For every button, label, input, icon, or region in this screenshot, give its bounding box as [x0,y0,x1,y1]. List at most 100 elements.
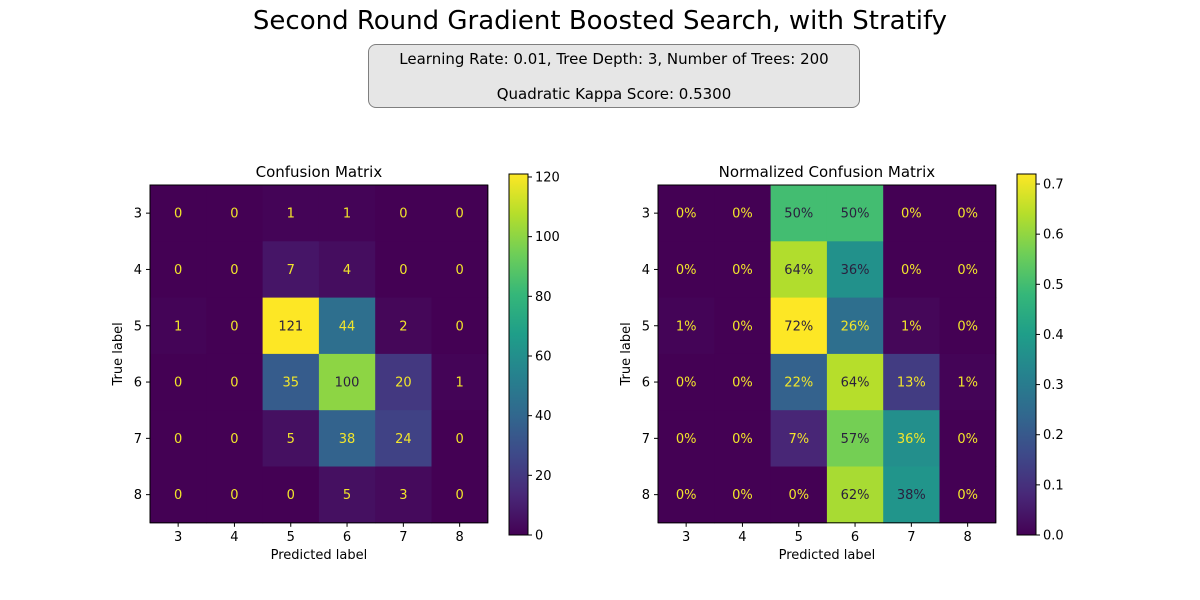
heatmap-cell [714,410,772,467]
x-tick-label: 5 [287,530,295,545]
heatmap-cell [883,297,940,355]
y-tick-label: 5 [134,319,142,334]
x-tick-label: 6 [343,530,351,545]
heatmap-cell [714,297,772,355]
cell-value-label: 4 [343,263,351,278]
cell-value-label: 0 [230,488,238,503]
heatmap-cell [206,410,264,467]
cell-value-label: 64% [784,263,813,278]
heatmap-cell [939,297,997,355]
cell-value-label: 0 [456,263,464,278]
heatmap-cell [375,410,432,467]
y-tick-label: 6 [134,376,142,391]
cell-value-label: 0 [230,263,238,278]
heatmap-cell [262,466,320,524]
heatmap-cell [939,410,997,467]
cell-value-label: 0 [230,207,238,222]
cell-value-label: 26% [841,319,870,334]
heatmap-cell [939,353,997,411]
heatmap-cell [770,466,828,524]
y-tick-label: 5 [642,319,650,334]
cell-value-label: 0 [230,376,238,391]
info-box: Learning Rate: 0.01, Tree Depth: 3, Numb… [368,44,860,108]
heatmap-cell [658,297,715,355]
cell-value-label: 0% [957,207,978,222]
figure-title: Second Round Gradient Boosted Search, wi… [252,6,948,36]
cell-value-label: 2 [399,319,407,334]
cell-value-label: 0 [399,263,407,278]
cell-value-label: 0% [901,207,922,222]
heatmap-cell [318,241,376,299]
x-tick-label: 4 [230,530,238,545]
heatmap-cell [431,353,489,411]
y-tick-label: 7 [642,432,650,447]
heatmap-cell [883,353,940,411]
cell-value-label: 72% [784,319,813,334]
cell-value-label: 1% [676,319,697,334]
heatmap-cell [431,466,489,524]
heatmap-cell [826,466,884,524]
y-tick-label: 3 [134,207,142,222]
x-axis-label: Predicted label [271,548,368,563]
cell-value-label: 0 [174,376,182,391]
x-tick-label: 3 [174,530,182,545]
heatmap-cell [318,410,376,467]
cell-value-label: 0% [676,263,697,278]
chart-title: Normalized Confusion Matrix [719,163,936,181]
x-tick-label: 3 [682,530,690,545]
cell-value-label: 0% [901,263,922,278]
y-tick-label: 8 [642,488,650,503]
cell-value-label: 0 [174,488,182,503]
cell-value-label: 62% [841,488,870,503]
cell-value-label: 0 [230,319,238,334]
cell-value-label: 13% [897,376,926,391]
heatmap-cell [714,353,772,411]
cell-value-label: 0 [456,319,464,334]
cell-value-label: 0% [676,207,697,222]
heatmap-cell [262,410,320,467]
cell-value-label: 38 [339,432,356,447]
y-tick-label: 6 [642,376,650,391]
cell-value-label: 24 [395,432,412,447]
cell-value-label: 50% [841,207,870,222]
cell-value-label: 0% [676,488,697,503]
cell-value-label: 0 [456,207,464,222]
x-tick-label: 5 [795,530,803,545]
chart-title: Confusion Matrix [256,163,383,181]
heatmap-cell [431,410,489,467]
colorbar-tick-label: 0.3 [1043,378,1064,393]
cell-value-label: 1 [287,207,295,222]
colorbar-tick-label: 0.5 [1043,278,1064,293]
heatmap-cell [318,353,376,411]
heatmap-cell [658,466,715,524]
colorbar-tick-label: 0.4 [1043,328,1064,343]
heatmap-cell [150,185,207,242]
colorbar-tick-label: 0.0 [1043,529,1064,544]
heatmap-cell [262,185,320,242]
heatmap-cell [770,241,828,299]
heatmap-cell [318,466,376,524]
heatmap-cell [714,466,772,524]
y-axis-label: True label [619,322,634,386]
y-tick-label: 8 [134,488,142,503]
heatmap-cell [826,353,884,411]
heatmap-cell [375,466,432,524]
heatmap-cell [658,353,715,411]
colorbar-tick-label: 40 [535,409,552,424]
colorbar [1016,173,1037,536]
heatmap-cell [375,241,432,299]
heatmap-cell [375,353,432,411]
cell-value-label: 3 [399,488,407,503]
plot-frame [657,184,997,524]
colorbar-tick-label: 0.7 [1043,178,1064,193]
cell-value-label: 1 [456,376,464,391]
cell-value-label: 1% [957,376,978,391]
heatmap-cell [150,410,207,467]
cell-value-label: 0% [788,488,809,503]
heatmap-cell [770,297,828,355]
heatmap-cell [431,241,489,299]
y-tick-label: 3 [642,207,650,222]
cell-value-label: 0% [732,488,753,503]
cell-value-label: 0 [456,432,464,447]
cell-value-label: 44 [339,319,356,334]
